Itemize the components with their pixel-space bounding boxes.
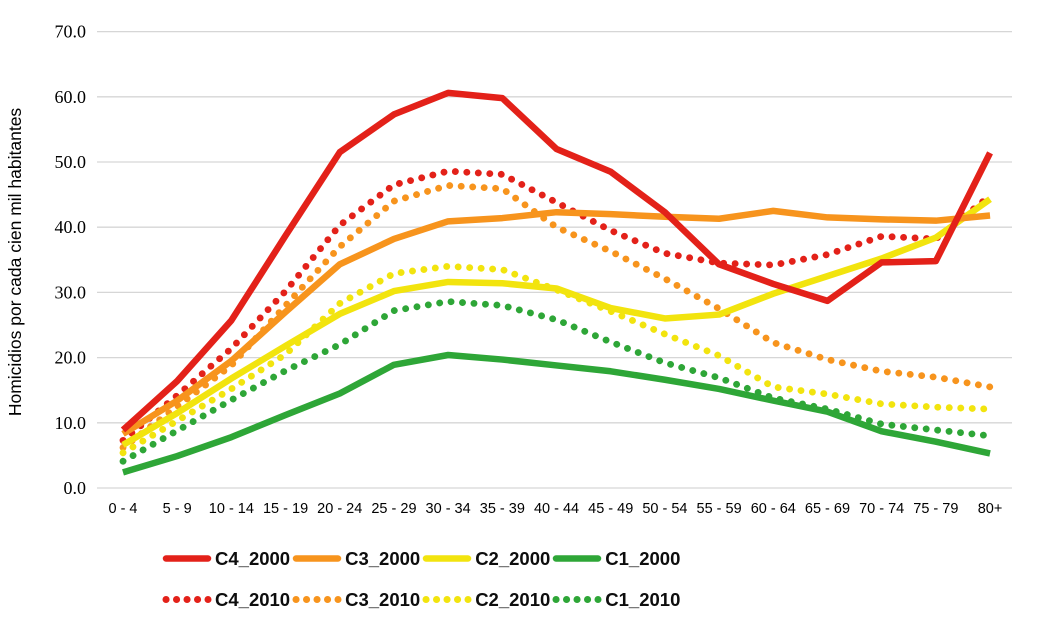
x-tick-label: 55 - 59 <box>697 501 742 517</box>
legend-solid-line-swatch <box>292 555 342 562</box>
legend-label-C3_2000: C3_2000 <box>345 547 421 569</box>
legend-label-C2_2010: C2_2010 <box>475 588 551 610</box>
x-tick-label: 5 - 9 <box>163 501 192 517</box>
legend-solid-line-swatch <box>553 555 602 562</box>
y-tick-label: 50.0 <box>55 152 87 172</box>
series-line-C1_2000 <box>122 351 991 476</box>
legend-item-C1_2010[interactable]: C1_2010 <box>552 589 680 611</box>
x-tick-label: 40 - 44 <box>534 501 579 517</box>
legend-row-2: C4_2010 C3_2010 C2_2010 C1_2010 <box>162 579 682 620</box>
x-tick-label: 35 - 39 <box>480 501 525 517</box>
legend-label-C1_2000: C1_2000 <box>605 547 681 569</box>
x-tick-label: 75 - 79 <box>913 501 958 517</box>
series-line-C3_2000 <box>121 207 991 437</box>
legend-label-C4_2000: C4_2000 <box>215 547 291 569</box>
series-line-C4_2010 <box>119 167 994 444</box>
legend-dotted-line-swatch <box>552 596 602 603</box>
y-tick-label: 20.0 <box>55 348 87 368</box>
legend-item-C3_2000[interactable]: C3_2000 <box>292 548 420 570</box>
x-tick-label: 30 - 34 <box>426 501 471 517</box>
series-line-C4_2000 <box>120 89 993 433</box>
legend-item-C3_2010[interactable]: C3_2010 <box>292 589 420 611</box>
y-tick-label: 30.0 <box>55 282 87 302</box>
x-tick-label: 70 - 74 <box>859 501 904 517</box>
x-tick-label: 50 - 54 <box>642 501 687 517</box>
y-axis-title: Homicidios por cada cien mil habitantes <box>5 108 25 417</box>
y-tick-label: 40.0 <box>55 217 87 237</box>
series-line-C3_2010 <box>119 182 994 451</box>
legend-dotted-line-swatch <box>422 596 472 603</box>
legend-item-C1_2000[interactable]: C1_2000 <box>552 548 680 570</box>
legend-label-C1_2010: C1_2010 <box>605 588 681 610</box>
x-tick-label: 65 - 69 <box>805 501 850 517</box>
x-tick-label: 45 - 49 <box>588 501 633 517</box>
x-tick-label: 0 - 4 <box>108 501 137 517</box>
legend-solid-line-swatch <box>162 555 212 562</box>
series-line-C1_2010 <box>119 298 994 465</box>
y-tick-label: 10.0 <box>55 413 87 433</box>
x-tick-label: 20 - 24 <box>317 501 362 517</box>
y-tick-label: 0.0 <box>64 478 87 498</box>
y-tick-label: 70.0 <box>55 22 87 42</box>
series-line-C2_2000 <box>121 196 992 448</box>
legend-row-1: C4_2000 C3_2000 C2_2000 C1_2000 <box>162 538 682 579</box>
legend-dotted-line-swatch <box>162 596 212 603</box>
legend-label-C4_2010: C4_2010 <box>215 588 291 610</box>
x-tick-label: 25 - 29 <box>371 501 416 517</box>
legend: C4_2000 C3_2000 C2_2000 C1_2000 C4_2010 C3_20… <box>162 538 682 620</box>
x-tick-label: 60 - 64 <box>751 501 796 517</box>
legend-label-C2_2000: C2_2000 <box>475 547 551 569</box>
y-tick-label: 60.0 <box>55 87 87 107</box>
x-tick-label: 10 - 14 <box>209 501 254 517</box>
legend-item-C2_2000[interactable]: C2_2000 <box>422 548 550 570</box>
legend-dotted-line-swatch <box>292 596 342 603</box>
legend-item-C2_2010[interactable]: C2_2010 <box>422 589 550 611</box>
legend-label-C3_2010: C3_2010 <box>345 588 421 610</box>
x-tick-label: 15 - 19 <box>263 501 308 517</box>
legend-item-C4_2000[interactable]: C4_2000 <box>162 548 290 570</box>
x-tick-label: 80+ <box>978 501 1003 517</box>
legend-item-C4_2010[interactable]: C4_2010 <box>162 589 290 611</box>
legend-solid-line-swatch <box>422 555 472 562</box>
